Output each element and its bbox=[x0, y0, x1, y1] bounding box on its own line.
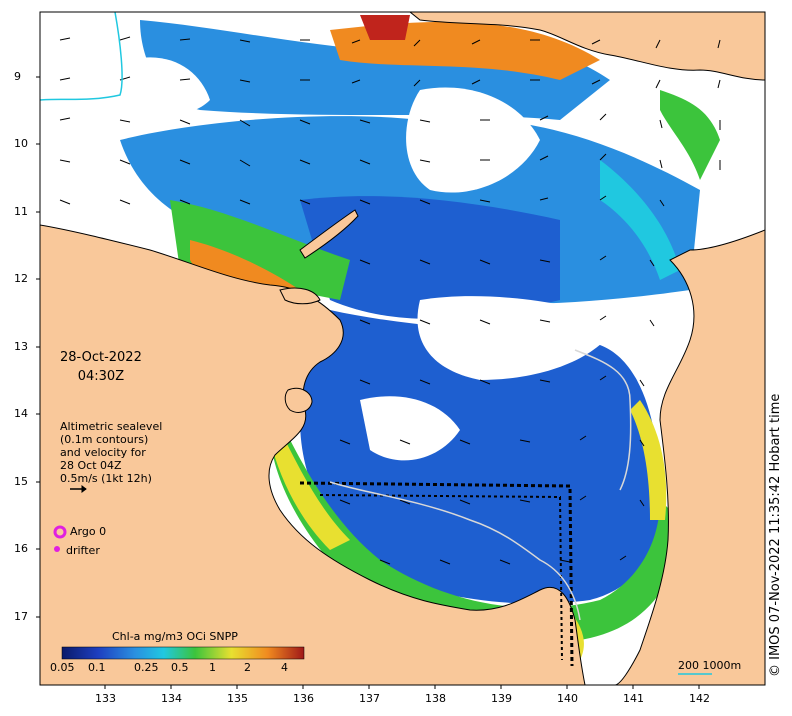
lon-tick: 139 bbox=[491, 692, 512, 705]
legend-line: and velocity for bbox=[60, 446, 146, 459]
lon-tick: 142 bbox=[689, 692, 710, 705]
colorbar-tick: 0.05 bbox=[50, 661, 75, 674]
colorbar-tick: 4 bbox=[281, 661, 288, 674]
lat-tick: 13 bbox=[14, 340, 28, 353]
lon-tick: 138 bbox=[425, 692, 446, 705]
legend-line: Altimetric sealevel bbox=[60, 420, 163, 433]
arrow-grid-row-g bbox=[359, 315, 655, 327]
axis-ticks bbox=[36, 76, 700, 689]
land bbox=[40, 12, 765, 685]
lat-tick: 10 bbox=[14, 137, 28, 150]
lon-tick: 141 bbox=[623, 692, 644, 705]
arrow-grid-row-a bbox=[59, 36, 721, 49]
groote-island bbox=[284, 387, 313, 413]
colorbar-tick: 2 bbox=[244, 661, 251, 674]
velocity-arrows bbox=[59, 36, 721, 667]
time-text: 04:30Z bbox=[77, 369, 125, 384]
lon-tick: 133 bbox=[95, 692, 116, 705]
lat-tick: 16 bbox=[14, 542, 28, 555]
lon-tick: 136 bbox=[293, 692, 314, 705]
arrow-grid-row-c bbox=[59, 113, 721, 130]
credit-text: © IMOS 07-Nov-2022 11:35:42 Hobart time bbox=[768, 393, 783, 677]
new-guinea bbox=[409, 12, 765, 81]
legend-line: (0.1m contours) bbox=[60, 433, 149, 446]
drifter-marker bbox=[54, 546, 60, 552]
arrow-grid-row-d bbox=[59, 153, 721, 170]
lon-tick: 140 bbox=[557, 692, 578, 705]
lat-tick: 9 bbox=[14, 70, 21, 83]
colorbar-title: Chl-a mg/m3 OCi SNPP bbox=[112, 630, 238, 643]
cobourg bbox=[279, 287, 321, 305]
lat-tick: 12 bbox=[14, 272, 28, 285]
colorbar-tick: 1 bbox=[209, 661, 216, 674]
arrow-grid-row-b bbox=[59, 76, 721, 89]
colorbar-tick: 0.25 bbox=[134, 661, 159, 674]
velocity-legend: Altimetric sealevel (0.1m contours) and … bbox=[60, 420, 162, 485]
date-text: 28-Oct-2022 bbox=[60, 350, 142, 365]
lat-tick: 15 bbox=[14, 475, 28, 488]
argo-marker bbox=[53, 525, 67, 539]
arrow-grid-row-e bbox=[59, 195, 665, 207]
lat-tick: 14 bbox=[14, 407, 28, 420]
lon-tick: 137 bbox=[359, 692, 380, 705]
date-time-label: 28-Oct-2022 04:30Z bbox=[60, 348, 142, 386]
lat-tick: 11 bbox=[14, 205, 28, 218]
arnhem-land bbox=[40, 224, 586, 685]
colorbar bbox=[61, 646, 305, 660]
drifter-tracks bbox=[299, 481, 574, 667]
cape-york bbox=[614, 229, 765, 685]
lon-tick: 135 bbox=[227, 692, 248, 705]
lat-tick: 17 bbox=[14, 610, 28, 623]
legend-line: 28 Oct 04Z bbox=[60, 459, 122, 472]
cloud-cover bbox=[130, 57, 620, 461]
legend-line: 0.5m/s (1kt 12h) bbox=[60, 472, 152, 485]
wessel-islands bbox=[299, 209, 359, 259]
colorbar-tick: 0.5 bbox=[171, 661, 189, 674]
argo-label: Argo 0 bbox=[70, 525, 107, 538]
drifter-label: drifter bbox=[66, 544, 100, 557]
lon-tick: 134 bbox=[161, 692, 182, 705]
scale-label: 200 1000m bbox=[678, 659, 742, 672]
map-frame bbox=[39, 11, 766, 686]
colorbar-tick: 0.1 bbox=[88, 661, 106, 674]
arrow-grid-row-f bbox=[359, 255, 655, 267]
sealevel-contours bbox=[40, 12, 632, 621]
arrow-grid-row-h bbox=[339, 375, 645, 565]
